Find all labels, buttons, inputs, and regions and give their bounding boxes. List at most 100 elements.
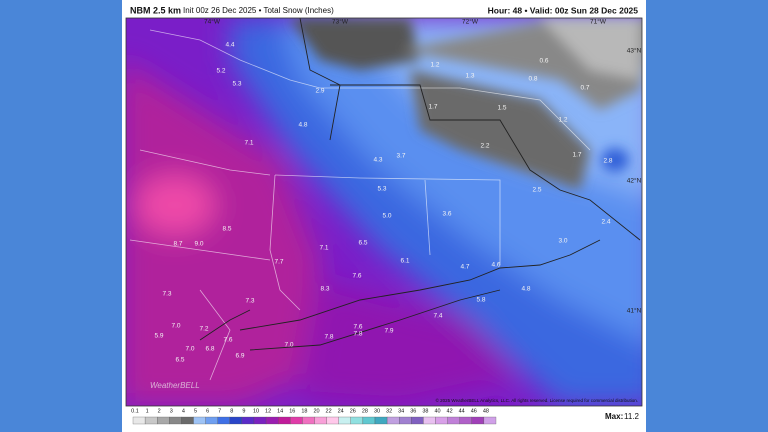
snow-amount: 7.6 <box>353 324 362 331</box>
colorbar-swatch <box>157 416 170 425</box>
snow-amount: 6.5 <box>175 357 184 364</box>
colorbar-swatch <box>132 416 146 425</box>
colorbar-label: 24 <box>338 408 344 414</box>
graticule-label: 42°N <box>627 177 642 185</box>
colorbar-label: 22 <box>326 408 332 414</box>
colorbar-label: 48 <box>483 408 489 414</box>
colorbar-swatch <box>326 416 339 425</box>
snow-amount: 0.8 <box>528 76 537 83</box>
colorbar-swatch <box>350 416 364 425</box>
snow-amount: 2.5 <box>532 187 541 194</box>
colorbar-label: 14 <box>277 408 283 414</box>
snow-amount: 8.5 <box>222 226 231 233</box>
header-valid: Hour: 48 • Valid: 00z Sun 28 Dec 2025 <box>488 5 639 15</box>
snow-amount: 0.7 <box>580 85 589 92</box>
colorbar-swatch <box>302 416 315 425</box>
colorbar-label: 34 <box>398 408 404 414</box>
colorbar-swatch <box>399 416 412 425</box>
snow-amount: 7.8 <box>353 331 362 338</box>
colorbar-label: 28 <box>362 408 368 414</box>
max-value: 11.2 <box>624 412 640 421</box>
snow-amount: 7.3 <box>245 298 254 305</box>
colorbar-swatch <box>265 416 279 425</box>
map-frame <box>125 17 643 407</box>
colorbar-label: 40 <box>434 408 440 414</box>
colorbar-label: 42 <box>447 408 453 414</box>
snow-amount: 2.4 <box>601 219 610 226</box>
snow-amount: 5.8 <box>476 297 485 304</box>
snow-amount: 4.8 <box>521 286 530 293</box>
snow-amount: 1.7 <box>572 152 581 159</box>
colorbar-label: 1 <box>146 408 149 414</box>
snow-amount: 7.7 <box>274 259 283 266</box>
snow-amount: 7.4 <box>433 313 442 320</box>
snow-amount: 7.3 <box>162 291 171 298</box>
snow-amount: 1.3 <box>465 73 474 80</box>
snow-amount: 1.2 <box>558 117 567 124</box>
graticule-label: 71°W <box>590 18 607 26</box>
map <box>126 18 642 406</box>
colorbar-label: 32 <box>386 408 392 414</box>
colorbar-swatch <box>144 416 158 425</box>
colorbar-label: 6 <box>206 408 209 414</box>
colorbar-swatch <box>471 416 485 425</box>
graticule-label: 74°W <box>204 18 221 26</box>
colorbar-swatch <box>278 416 291 425</box>
colorbar-swatch <box>423 416 436 425</box>
snow-amount: 3.6 <box>442 211 451 218</box>
colorbar-label: 20 <box>313 408 319 414</box>
colorbar-swatch <box>459 416 472 425</box>
snow-amount: 7.6 <box>223 337 232 344</box>
snow-amount: 4.8 <box>298 122 307 129</box>
colorbar-label: 46 <box>471 408 477 414</box>
colorbar-swatch <box>483 416 497 425</box>
colorbar-swatch <box>229 416 243 425</box>
colorbar-swatch <box>435 416 448 425</box>
colorbar-label: 5 <box>194 408 197 414</box>
colorbar-label: 18 <box>301 408 307 414</box>
logo: WeatherBELL <box>150 381 200 390</box>
snow-amount: 5.9 <box>154 333 163 340</box>
colorbar-swatch <box>193 416 206 425</box>
colorbar-swatch <box>411 416 424 425</box>
colorbar-label: 16 <box>289 408 295 414</box>
colorbar-label: 44 <box>459 408 465 414</box>
colorbar-swatch <box>447 416 460 425</box>
snow-amount: 7.9 <box>384 328 393 335</box>
snow-amount: 8.7 <box>173 241 182 248</box>
snow-amount: 4.3 <box>373 157 382 164</box>
snow-amount: 2.8 <box>603 158 612 165</box>
colorbar-swatch <box>217 416 230 425</box>
colorbar-swatch <box>374 416 388 425</box>
snow-amount: 5.3 <box>232 81 241 88</box>
snow-amount: 4.4 <box>225 42 234 49</box>
colorbar-label: 0.1 <box>131 408 139 414</box>
colorbar-swatch <box>290 416 303 425</box>
colorbar-label: 8 <box>230 408 233 414</box>
colorbar-swatch <box>241 416 255 425</box>
snow-amount: 7.6 <box>352 273 361 280</box>
colorbar-label: 7 <box>218 408 221 414</box>
colorbar-label: 2 <box>158 408 161 414</box>
copyright: © 2025 WeatherBELL Analytics, LLC. All r… <box>436 397 638 403</box>
colorbar-swatch <box>314 416 327 425</box>
snow-amount: 9.0 <box>194 241 203 248</box>
snow-amount: 6.9 <box>235 353 244 360</box>
colorbar-label: 36 <box>410 408 416 414</box>
snow-amount: 0.6 <box>539 58 548 65</box>
colorbar-label: 38 <box>422 408 428 414</box>
colorbar-label: 9 <box>242 408 245 414</box>
snow-amount: 7.1 <box>319 245 328 252</box>
graticule-label: 72°W <box>462 18 479 26</box>
colorbar-swatch <box>253 416 267 425</box>
snow-amount: 4.7 <box>460 264 469 271</box>
graticule-label: 43°N <box>627 47 642 55</box>
snow-amount: 5.0 <box>382 213 391 220</box>
max-label: Max: <box>605 412 623 421</box>
colorbar-label: 10 <box>253 408 259 414</box>
snow-amount: 5.3 <box>377 186 386 193</box>
snow-amount: 3.0 <box>558 238 567 245</box>
snow-amount: 7.0 <box>284 342 293 349</box>
snow-amount: 6.5 <box>358 240 367 247</box>
